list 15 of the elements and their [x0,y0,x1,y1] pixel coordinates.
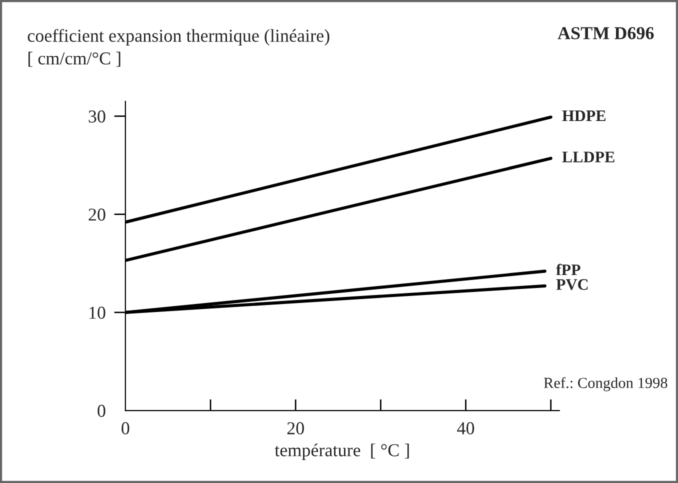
y-tick-label: 20 [88,208,106,221]
x-tick-label: 0 [122,422,130,434]
y-tick-label: 0 [98,404,106,417]
series-label: fPP [556,264,580,276]
x-axis-title: température [ °C ] [274,444,409,460]
series-label: LLDPE [562,152,614,162]
x-tick-label: 20 [287,422,304,434]
text: ASTM D696 [558,27,654,40]
x-tick-label: 40 [457,422,474,434]
y-tick-label: 30 [88,110,106,123]
y-axis-title: coefficient expansion thermique (linéaire) [ cm/cm/°C ] [28,28,330,67]
annotation: Ref.: Congdon 1998 [544,377,668,392]
series-label: PVC [556,279,588,290]
series-label: HDPE [562,110,606,122]
y-tick-label: 10 [90,306,106,319]
